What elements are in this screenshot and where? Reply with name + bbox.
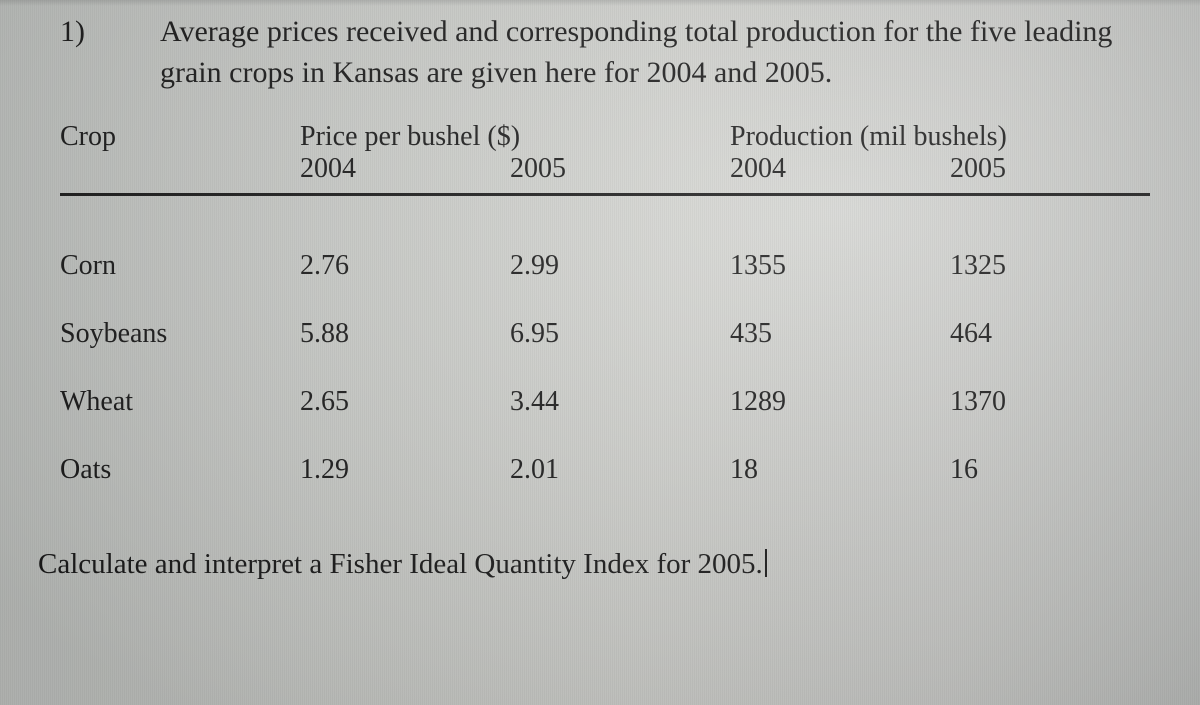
col-crop-subheader: [60, 153, 300, 193]
table-row: Corn2.762.9913551325: [60, 232, 1150, 300]
table-body: Corn2.762.9913551325Soybeans5.886.954354…: [60, 195, 1150, 505]
question-number: 1): [60, 12, 120, 51]
table-row: Soybeans5.886.95435464: [60, 300, 1150, 368]
table-header-row-2: 2004 2005 2004 2005: [60, 153, 1150, 193]
cell-crop: Oats: [60, 436, 300, 504]
cell-p05: 3.44: [510, 368, 730, 436]
col-prod-2005-header: 2005: [950, 153, 1150, 193]
table-row: Oats1.292.011816: [60, 436, 1150, 504]
cell-p04: 2.65: [300, 368, 510, 436]
col-price-2004-header: 2004: [300, 153, 510, 193]
cell-p04: 5.88: [300, 300, 510, 368]
table-header-row-1: Crop Price per bushel ($) Production (mi…: [60, 121, 1150, 153]
cell-p05: 2.99: [510, 232, 730, 300]
cell-p04: 2.76: [300, 232, 510, 300]
cell-q04: 18: [730, 436, 950, 504]
table-spacer: [60, 195, 1150, 233]
col-prod-2004-header: 2004: [730, 153, 950, 193]
cell-p04: 1.29: [300, 436, 510, 504]
data-table: Crop Price per bushel ($) Production (mi…: [60, 121, 1150, 504]
cell-p05: 2.01: [510, 436, 730, 504]
instruction-label: Calculate and interpret a Fisher Ideal Q…: [38, 548, 763, 580]
cell-q04: 435: [730, 300, 950, 368]
cell-crop: Soybeans: [60, 300, 300, 368]
table-row: Wheat2.653.4412891370: [60, 368, 1150, 436]
cell-q05: 1370: [950, 368, 1150, 436]
col-prod-group-header: Production (mil bushels): [730, 121, 1150, 153]
text-cursor: [765, 549, 767, 577]
cell-q04: 1289: [730, 368, 950, 436]
cell-q04: 1355: [730, 232, 950, 300]
col-price-2005-header: 2005: [510, 153, 730, 193]
cell-crop: Corn: [60, 232, 300, 300]
cell-q05: 464: [950, 300, 1150, 368]
cell-crop: Wheat: [60, 368, 300, 436]
instruction-text: Calculate and interpret a Fisher Ideal Q…: [38, 548, 1180, 581]
question-text: Average prices received and correspondin…: [160, 12, 1180, 93]
cell-q05: 16: [950, 436, 1150, 504]
col-price-group-header: Price per bushel ($): [300, 121, 730, 153]
col-crop-header: Crop: [60, 121, 300, 153]
cell-q05: 1325: [950, 232, 1150, 300]
page: 1) Average prices received and correspon…: [0, 0, 1200, 705]
cell-p05: 6.95: [510, 300, 730, 368]
question-row: 1) Average prices received and correspon…: [60, 12, 1180, 93]
